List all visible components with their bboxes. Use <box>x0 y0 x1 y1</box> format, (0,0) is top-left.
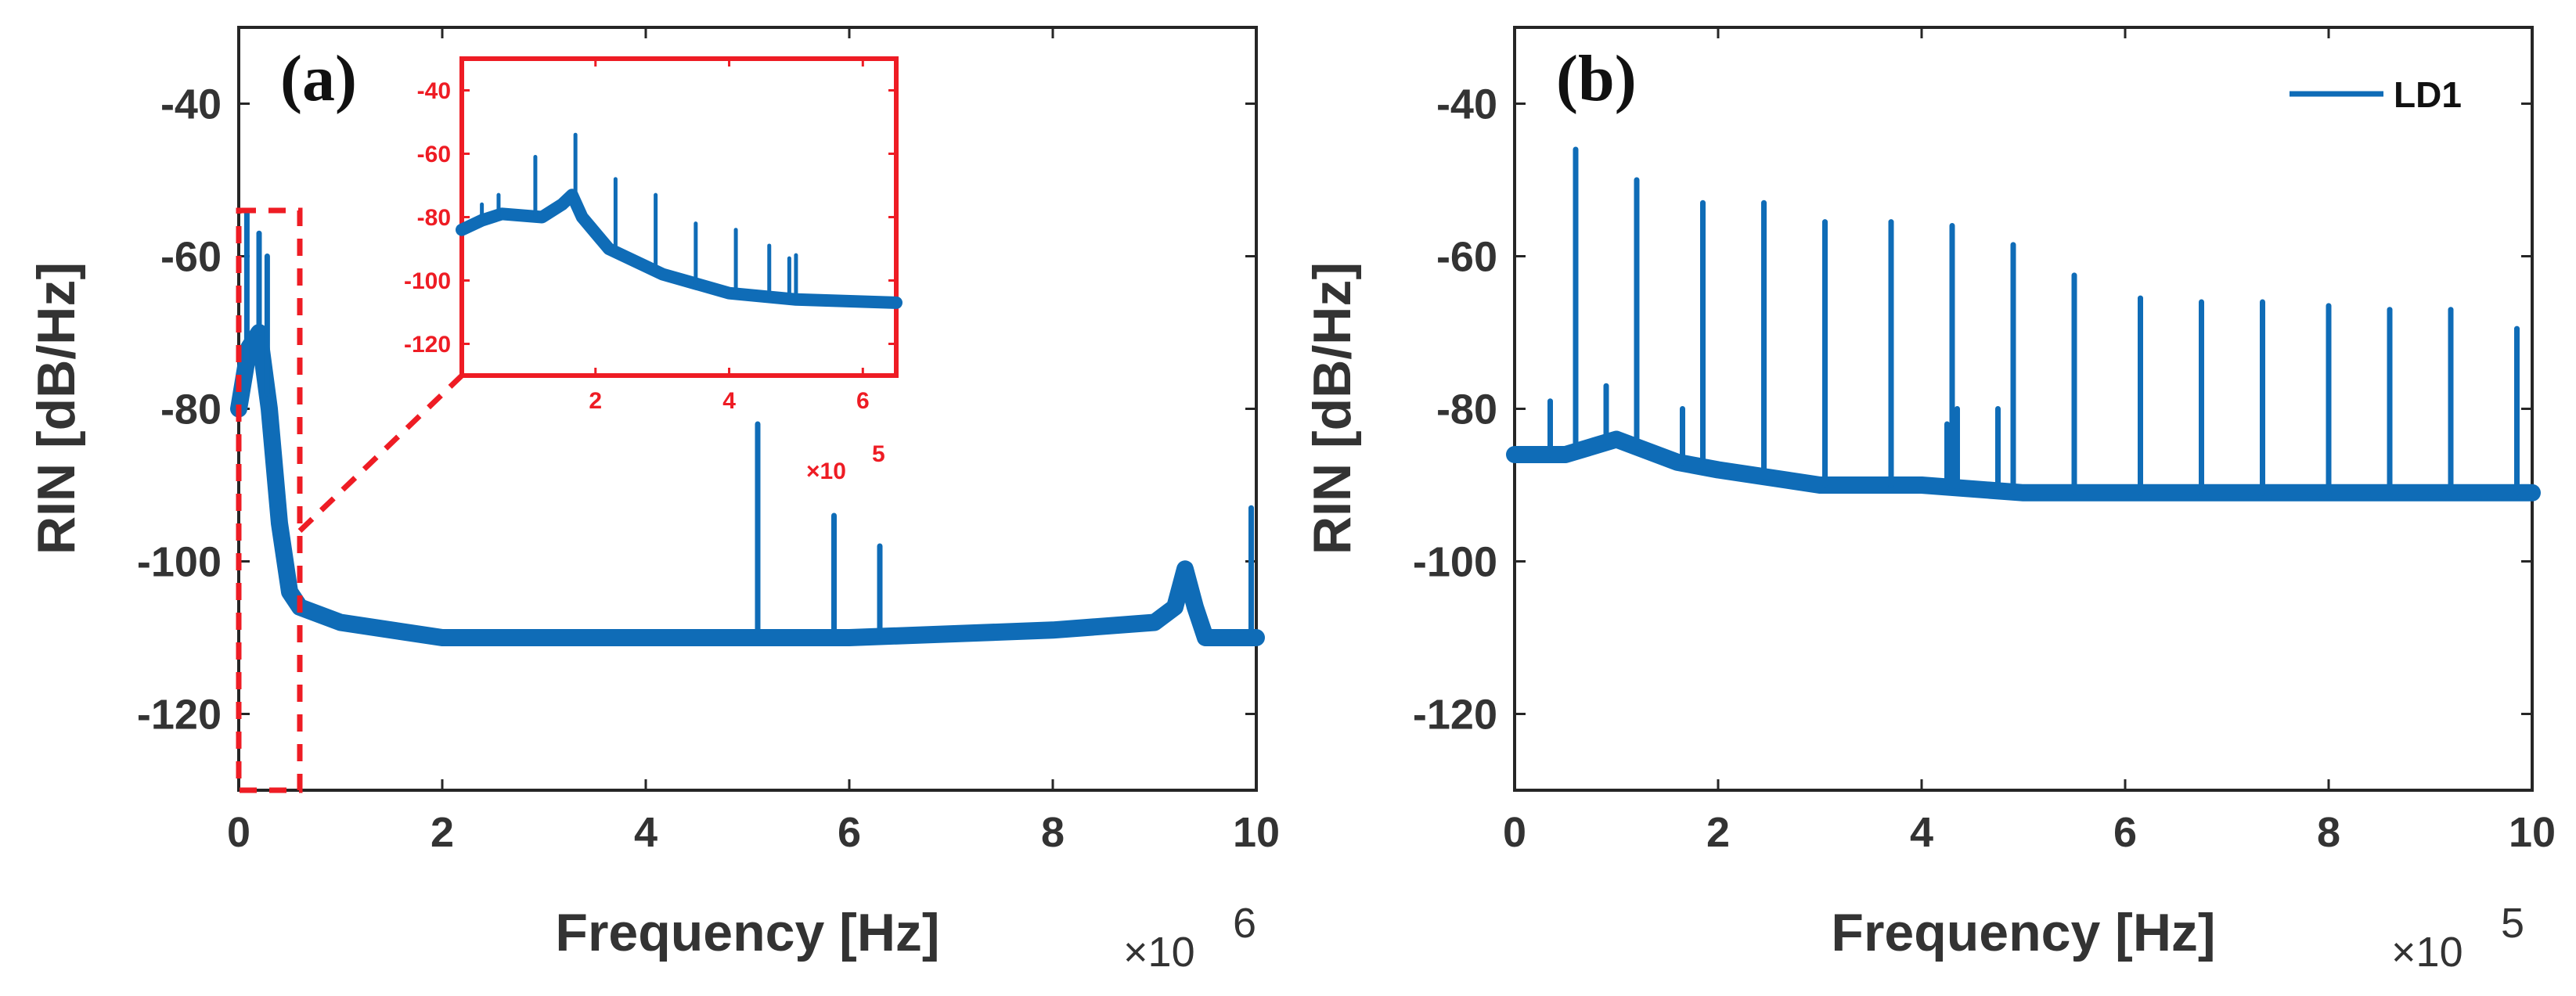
i-ytick-label: -40 <box>417 78 451 104</box>
i-ytick-label: -100 <box>404 268 451 294</box>
b-ytick-label: -80 <box>1436 386 1497 433</box>
b-ytick-label: -100 <box>1413 538 1497 585</box>
i-ytick-label: -60 <box>417 142 451 167</box>
b-xtick-label: 10 <box>2509 809 2556 856</box>
b-xtick-label: 4 <box>1910 809 1933 856</box>
i-xtick-label: 4 <box>722 388 736 414</box>
a-ytick-label: -40 <box>160 81 222 128</box>
b-ytick-label: -60 <box>1436 233 1497 280</box>
b-xtick-label: 6 <box>2113 809 2137 856</box>
panel-a-zoom-connector <box>297 373 464 534</box>
a-xtick-label: 10 <box>1233 809 1280 856</box>
a-xtick-label: 2 <box>431 809 454 856</box>
a-ytick-label: -100 <box>137 538 222 585</box>
panel-a-x-exponent: 6 <box>1233 900 1256 947</box>
a-xtick-label: 8 <box>1041 809 1065 856</box>
b-xtick-label: 0 <box>1503 809 1526 856</box>
panel-b-label: (b) <box>1556 42 1637 115</box>
a-ytick-label: -80 <box>160 386 222 433</box>
i-ytick-label: -80 <box>417 205 451 231</box>
a-ytick-label: -60 <box>160 233 222 280</box>
a-xtick-label: 0 <box>227 809 250 856</box>
b-xtick-label: 2 <box>1706 809 1730 856</box>
legend: LD1 <box>2290 74 2462 115</box>
panel-b-axes-frame <box>1513 26 2534 792</box>
panel-a-xlabel: Frequency [Hz] <box>555 903 939 962</box>
b-ytick-label: -120 <box>1413 691 1497 738</box>
panel-a: -40 -60 -80 -100 -120 0 2 4 6 8 10 (a) RIN [dB/Hz… <box>27 26 1280 976</box>
panel-b-x-exponent: 5 <box>2501 900 2524 947</box>
b-ytick-label: -40 <box>1436 81 1497 128</box>
a-xtick-label: 6 <box>838 809 861 856</box>
inset-x-exponent: 5 <box>872 441 885 467</box>
panel-a-x-multiplier: ×10 <box>1123 929 1195 976</box>
a-xtick-label: 4 <box>634 809 658 856</box>
i-xtick-label: 6 <box>856 388 870 414</box>
legend-label-ld1: LD1 <box>2394 74 2462 115</box>
panel-a-zoom-box <box>236 207 303 793</box>
i-ytick-label: -120 <box>404 332 451 358</box>
panel-b: -40 -60 -80 -100 -120 0 2 4 6 8 10 (b) RIN [dB/Hz… <box>1302 26 2556 976</box>
panel-b-ylabel: RIN [dB/Hz] <box>1302 262 1362 555</box>
panel-b-xlabel: Frequency [Hz] <box>1831 903 2215 962</box>
panel-a-label: (a) <box>280 42 357 115</box>
a-ytick-label: -120 <box>137 691 222 738</box>
panel-b-series-ld1-baseline <box>1506 430 2541 502</box>
panel-b-x-multiplier: ×10 <box>2391 929 2463 976</box>
b-xtick-label: 8 <box>2317 809 2340 856</box>
inset-x-multiplier: ×10 <box>806 458 846 484</box>
i-xtick-label: 2 <box>589 388 602 414</box>
panel-a-ylabel: RIN [dB/Hz] <box>27 262 86 555</box>
panel-a-inset: -40 -60 -80 -100 -120 2 4 6 ×10 5 <box>404 56 903 484</box>
